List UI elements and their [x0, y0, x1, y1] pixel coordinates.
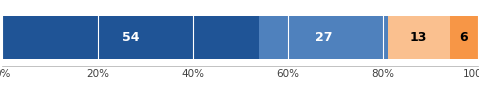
Bar — [388, 16, 449, 59]
Bar — [2, 16, 259, 59]
Text: 27: 27 — [315, 31, 332, 44]
Legend: Strongly agree, Somewhat agree, Somewhat disagree, Strongly disagree: Strongly agree, Somewhat agree, Somewhat… — [14, 103, 466, 107]
Bar — [449, 16, 478, 59]
Bar — [259, 16, 388, 59]
Text: 6: 6 — [459, 31, 468, 44]
Text: 54: 54 — [122, 31, 139, 44]
Text: 13: 13 — [410, 31, 427, 44]
